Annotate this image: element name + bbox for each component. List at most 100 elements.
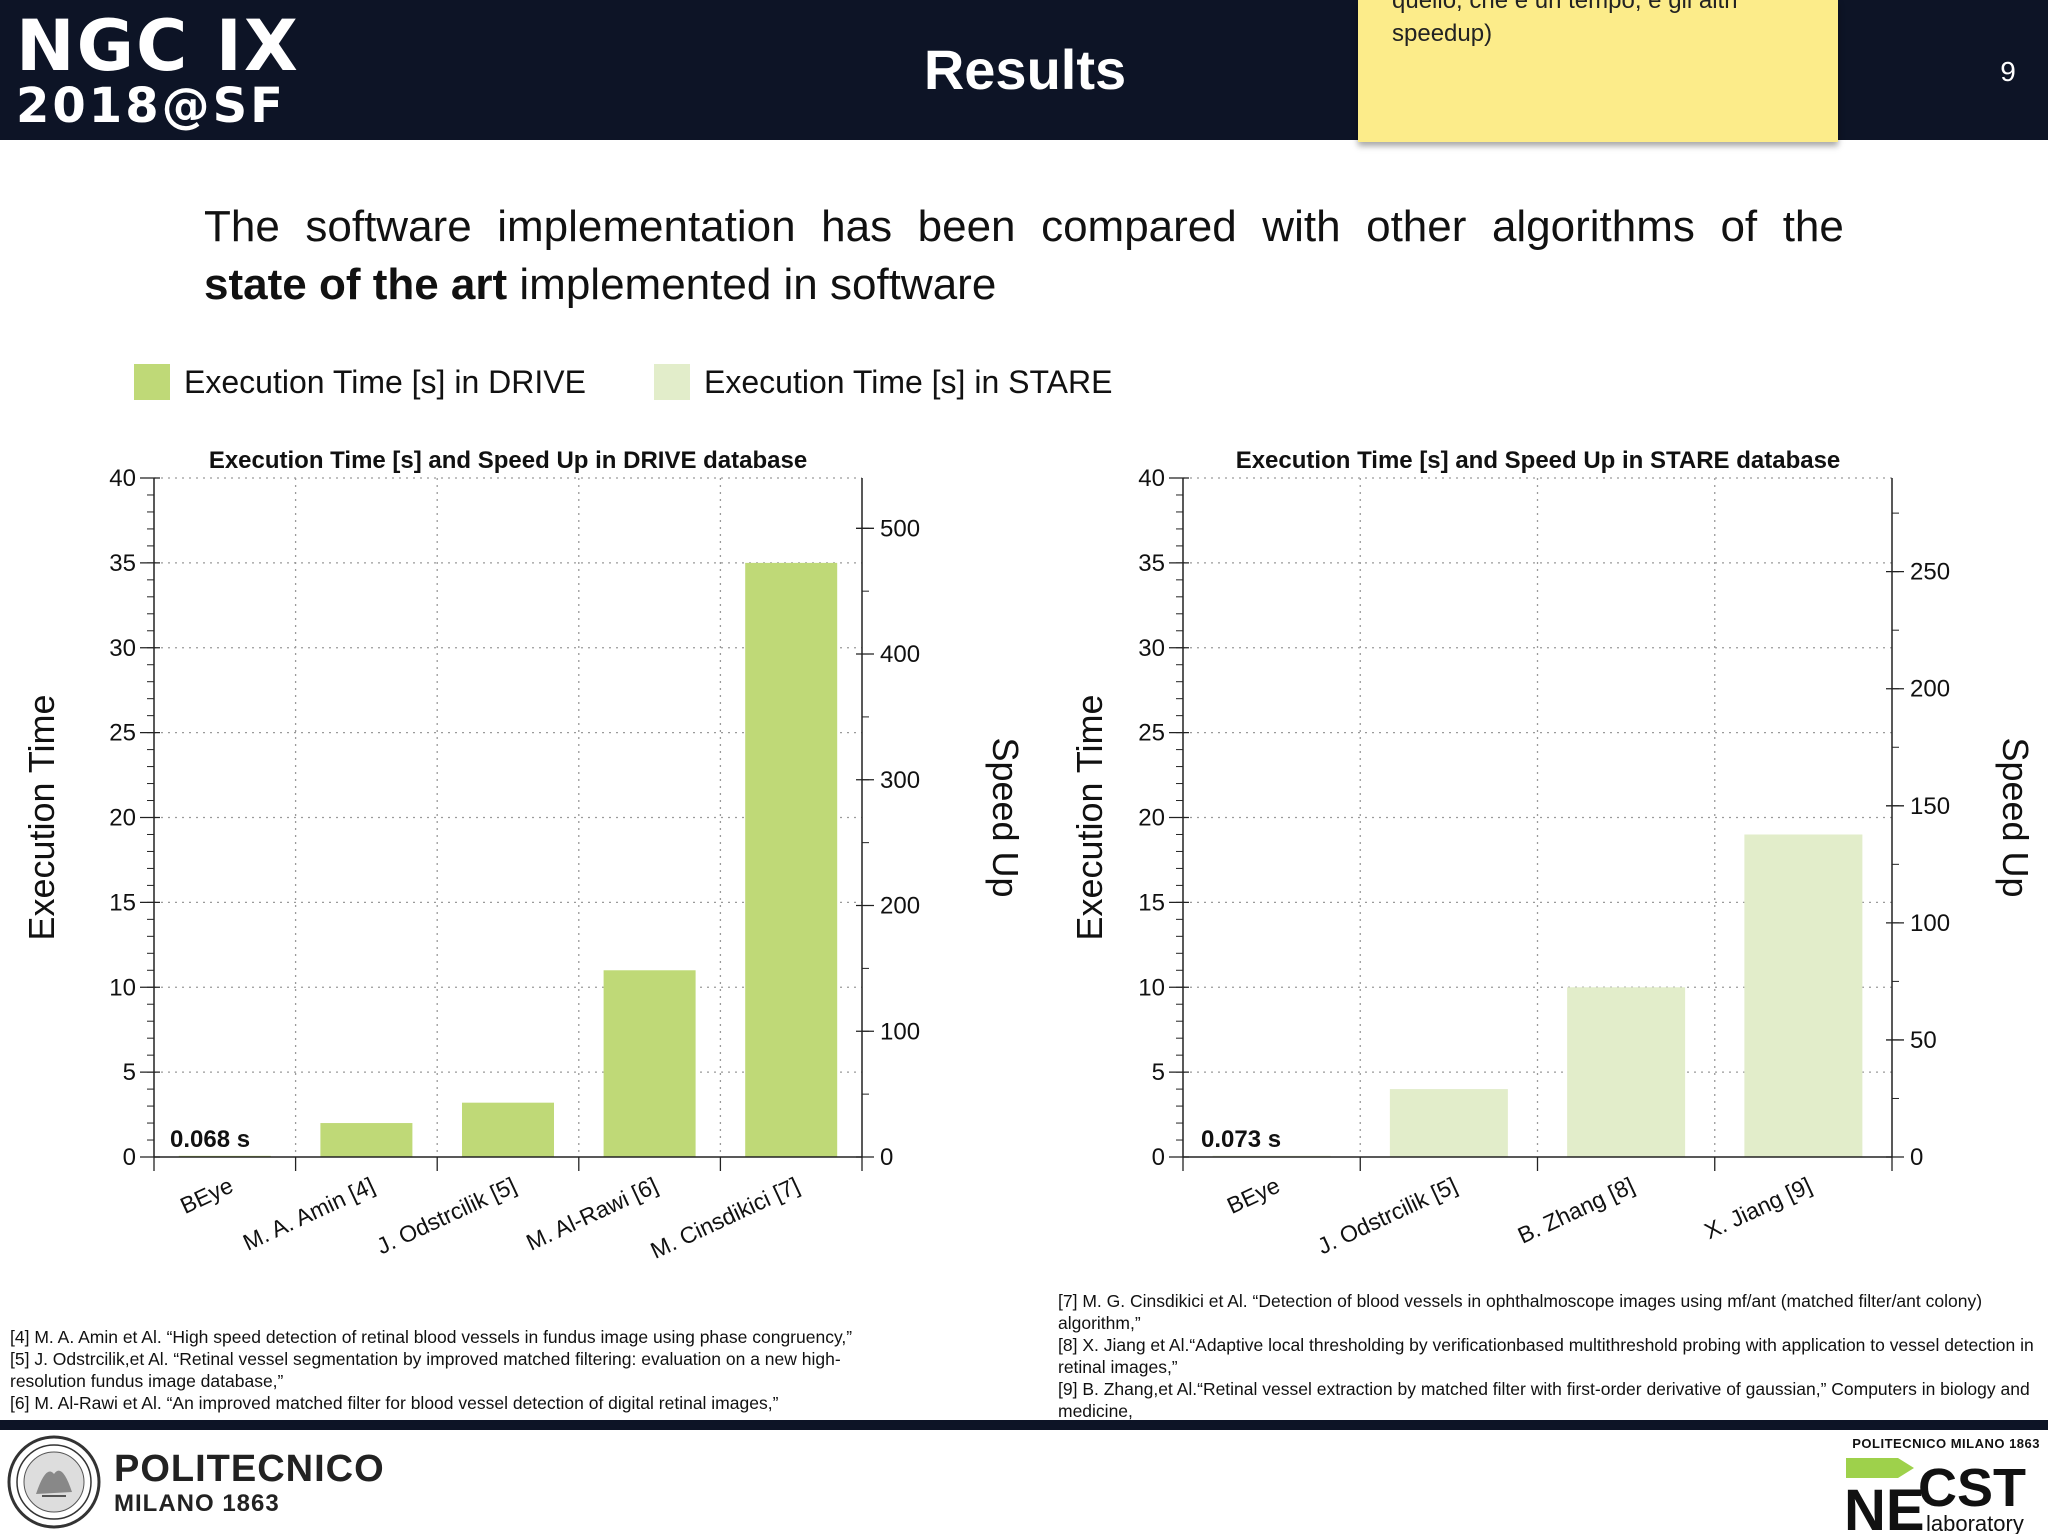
footer-divider bbox=[0, 1420, 2048, 1430]
reference-8: [8] X. Jiang et Al.“Adaptive local thres… bbox=[1058, 1335, 2034, 1377]
y2-tick-label: 200 bbox=[1910, 676, 1950, 703]
reference-6: [6] M. Al-Rawi et Al. “An improved match… bbox=[10, 1393, 779, 1413]
y-tick-label: 10 bbox=[1138, 974, 1165, 1001]
bar bbox=[1389, 1089, 1508, 1157]
intro-line2: state of the art implemented in software bbox=[204, 256, 1844, 314]
y-tick-label: 35 bbox=[109, 550, 136, 577]
y2-tick-label: 0 bbox=[880, 1144, 893, 1171]
necst-ne: NE bbox=[1844, 1478, 1925, 1534]
chart-title: Execution Time [s] and Speed Up in DRIVE… bbox=[209, 447, 807, 474]
x-category-label: M. A. Amin [4] bbox=[239, 1172, 379, 1256]
y-tick-label: 30 bbox=[109, 635, 136, 662]
polimi-subtitle: MILANO 1863 bbox=[114, 1490, 280, 1517]
y-tick-label: 40 bbox=[109, 465, 136, 492]
references-left: [4] M. A. Amin et Al. “High speed detect… bbox=[10, 1326, 870, 1414]
legend-swatch-stare bbox=[654, 364, 690, 400]
legend-item-stare: Execution Time [s] in STARE bbox=[654, 364, 1112, 400]
y-tick-label: 15 bbox=[1138, 889, 1165, 916]
bar bbox=[320, 1123, 413, 1157]
intro-word: has bbox=[821, 202, 893, 251]
page-number: 9 bbox=[2000, 56, 2016, 87]
y2-tick-label: 100 bbox=[880, 1018, 920, 1045]
x-category-label: M. Al-Rawi [6] bbox=[522, 1172, 662, 1256]
x-category-label: J. Odstrcilik [5] bbox=[372, 1172, 520, 1259]
y2-axis-title: Speed Up bbox=[985, 737, 1026, 897]
x-category-label: B. Zhang [8] bbox=[1514, 1172, 1639, 1249]
y2-tick-label: 50 bbox=[1910, 1027, 1937, 1054]
bar bbox=[1567, 987, 1686, 1157]
y-tick-label: 5 bbox=[1152, 1059, 1165, 1086]
y-tick-label: 15 bbox=[109, 889, 136, 916]
y2-tick-label: 400 bbox=[880, 641, 920, 668]
x-category-label: M. Cinsdikici [7] bbox=[646, 1172, 803, 1264]
intro-word: the bbox=[1782, 202, 1844, 251]
y-tick-label: 0 bbox=[1152, 1144, 1165, 1171]
y-tick-label: 25 bbox=[109, 720, 136, 747]
reference-7: [7] M. G. Cinsdikici et Al. “Detection o… bbox=[1058, 1291, 1983, 1333]
reference-5: [5] J. Odstrcilik,et Al. “Retinal vessel… bbox=[10, 1349, 841, 1391]
intro-word: been bbox=[917, 202, 1016, 251]
slide-title: Results bbox=[923, 38, 1127, 101]
necst-logo: NE CST laboratory bbox=[1844, 1458, 2026, 1534]
x-category-label: X. Jiang [9] bbox=[1700, 1172, 1815, 1244]
necst-laboratory: laboratory bbox=[1926, 1511, 2024, 1534]
y2-tick-label: 150 bbox=[1910, 793, 1950, 820]
x-category-label: J. Odstrcilik [5] bbox=[1313, 1172, 1461, 1259]
intro-word: software bbox=[305, 202, 472, 251]
x-category-label: BEye bbox=[176, 1172, 237, 1219]
intro-word: implementation bbox=[497, 202, 796, 251]
y-axis-title: Execution Time bbox=[21, 694, 62, 940]
y-tick-label: 20 bbox=[1138, 805, 1165, 832]
legend-label-stare: Execution Time [s] in STARE bbox=[704, 363, 1113, 400]
y2-tick-label: 100 bbox=[1910, 910, 1950, 937]
legend-item-drive: Execution Time [s] in DRIVE bbox=[134, 364, 586, 400]
intro-word: The bbox=[204, 202, 280, 251]
event-logo-line1: NGC IX bbox=[16, 5, 300, 87]
necst-affiliation: POLITECNICO MILANO 1863 bbox=[1852, 1436, 2040, 1451]
reference-9: [9] B. Zhang,et Al.“Retinal vessel extra… bbox=[1058, 1379, 2030, 1421]
intro-bold-phrase: state of the art bbox=[204, 260, 508, 309]
intro-word: other bbox=[1366, 202, 1467, 251]
bar bbox=[1744, 834, 1863, 1157]
bar-value-annotation: 0.073 s bbox=[1201, 1126, 1281, 1153]
sticky-note-text: quello, che è un tempo, e gli altri spee… bbox=[1392, 0, 1738, 47]
y2-tick-label: 200 bbox=[880, 893, 920, 920]
intro-word: with bbox=[1262, 202, 1341, 251]
y-tick-label: 40 bbox=[1138, 465, 1165, 492]
necst-cst: CST bbox=[1918, 1458, 2026, 1518]
polimi-name: POLITECNICO bbox=[114, 1448, 385, 1490]
chart-title: Execution Time [s] and Speed Up in STARE… bbox=[1236, 447, 1841, 474]
references-right: [7] M. G. Cinsdikici et Al. “Detection o… bbox=[1058, 1290, 2043, 1422]
reference-4: [4] M. A. Amin et Al. “High speed detect… bbox=[10, 1327, 853, 1347]
y-tick-label: 35 bbox=[1138, 550, 1165, 577]
intro-line1: The software implementation has been com… bbox=[204, 198, 1844, 256]
event-logo-line2: 2018@SF bbox=[16, 78, 286, 134]
slide-header: NGC IX 2018@SF Results quello, che è un … bbox=[0, 0, 2048, 142]
bar-value-annotation: 0.068 s bbox=[170, 1126, 250, 1153]
y2-tick-label: 0 bbox=[1910, 1144, 1923, 1171]
bar bbox=[745, 562, 838, 1157]
bar bbox=[462, 1102, 554, 1157]
intro-word: algorithms bbox=[1491, 202, 1695, 251]
legend-swatch-drive bbox=[134, 364, 170, 400]
y2-tick-label: 300 bbox=[880, 767, 920, 794]
y-axis-title: Execution Time bbox=[1069, 694, 1110, 940]
y-tick-label: 10 bbox=[109, 974, 136, 1001]
y2-axis-title: Speed Up bbox=[1995, 737, 2036, 897]
y-tick-label: 0 bbox=[123, 1144, 136, 1171]
y2-tick-label: 500 bbox=[880, 515, 920, 542]
intro-paragraph: The software implementation has been com… bbox=[204, 198, 1844, 314]
intro-word: compared bbox=[1041, 202, 1237, 251]
y2-tick-label: 250 bbox=[1910, 559, 1950, 586]
intro-word: of bbox=[1720, 202, 1758, 251]
y-tick-label: 5 bbox=[123, 1059, 136, 1086]
polimi-seal-logo bbox=[7, 1435, 101, 1529]
intro-rest: implemented in software bbox=[507, 260, 997, 309]
bar bbox=[603, 970, 696, 1157]
x-category-label: BEye bbox=[1223, 1172, 1284, 1219]
y-tick-label: 20 bbox=[109, 805, 136, 832]
y-tick-label: 25 bbox=[1138, 720, 1165, 747]
sticky-note[interactable]: quello, che è un tempo, e gli altri spee… bbox=[1358, 0, 1838, 142]
legend-label-drive: Execution Time [s] in DRIVE bbox=[184, 363, 586, 400]
